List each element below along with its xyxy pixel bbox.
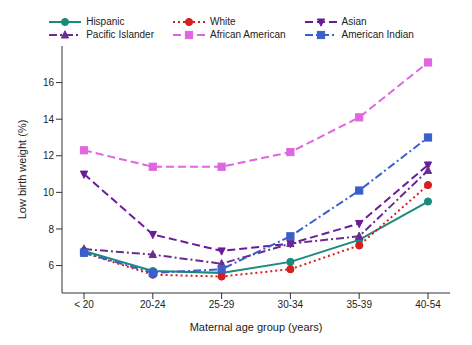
svg-text:20-24: 20-24 (140, 299, 166, 310)
svg-text:Maternal age group (years): Maternal age group (years) (190, 321, 323, 333)
svg-text:Low birth weight (%): Low birth weight (%) (16, 120, 28, 220)
svg-text:14: 14 (43, 114, 55, 125)
svg-text:40-54: 40-54 (415, 299, 441, 310)
svg-text:10: 10 (43, 187, 55, 198)
html-text:Asian: Asian (341, 16, 367, 27)
svg-text:8: 8 (48, 224, 54, 235)
svg-text:6: 6 (48, 260, 54, 271)
svg-text:12: 12 (43, 150, 55, 161)
svg-text:< 20: < 20 (74, 299, 94, 310)
html-text:Hispanic: Hispanic (86, 16, 125, 27)
svg-text:35-39: 35-39 (346, 299, 372, 310)
svg-text:16: 16 (43, 77, 55, 88)
svg-text:25-29: 25-29 (209, 299, 235, 310)
html-text:American Indian: American Indian (341, 29, 414, 40)
html-text:White: White (210, 16, 236, 27)
svg-text:30-34: 30-34 (278, 299, 304, 310)
html-text:Pacific Islander: Pacific Islander (86, 29, 154, 40)
html-text:African American: African American (210, 29, 286, 40)
